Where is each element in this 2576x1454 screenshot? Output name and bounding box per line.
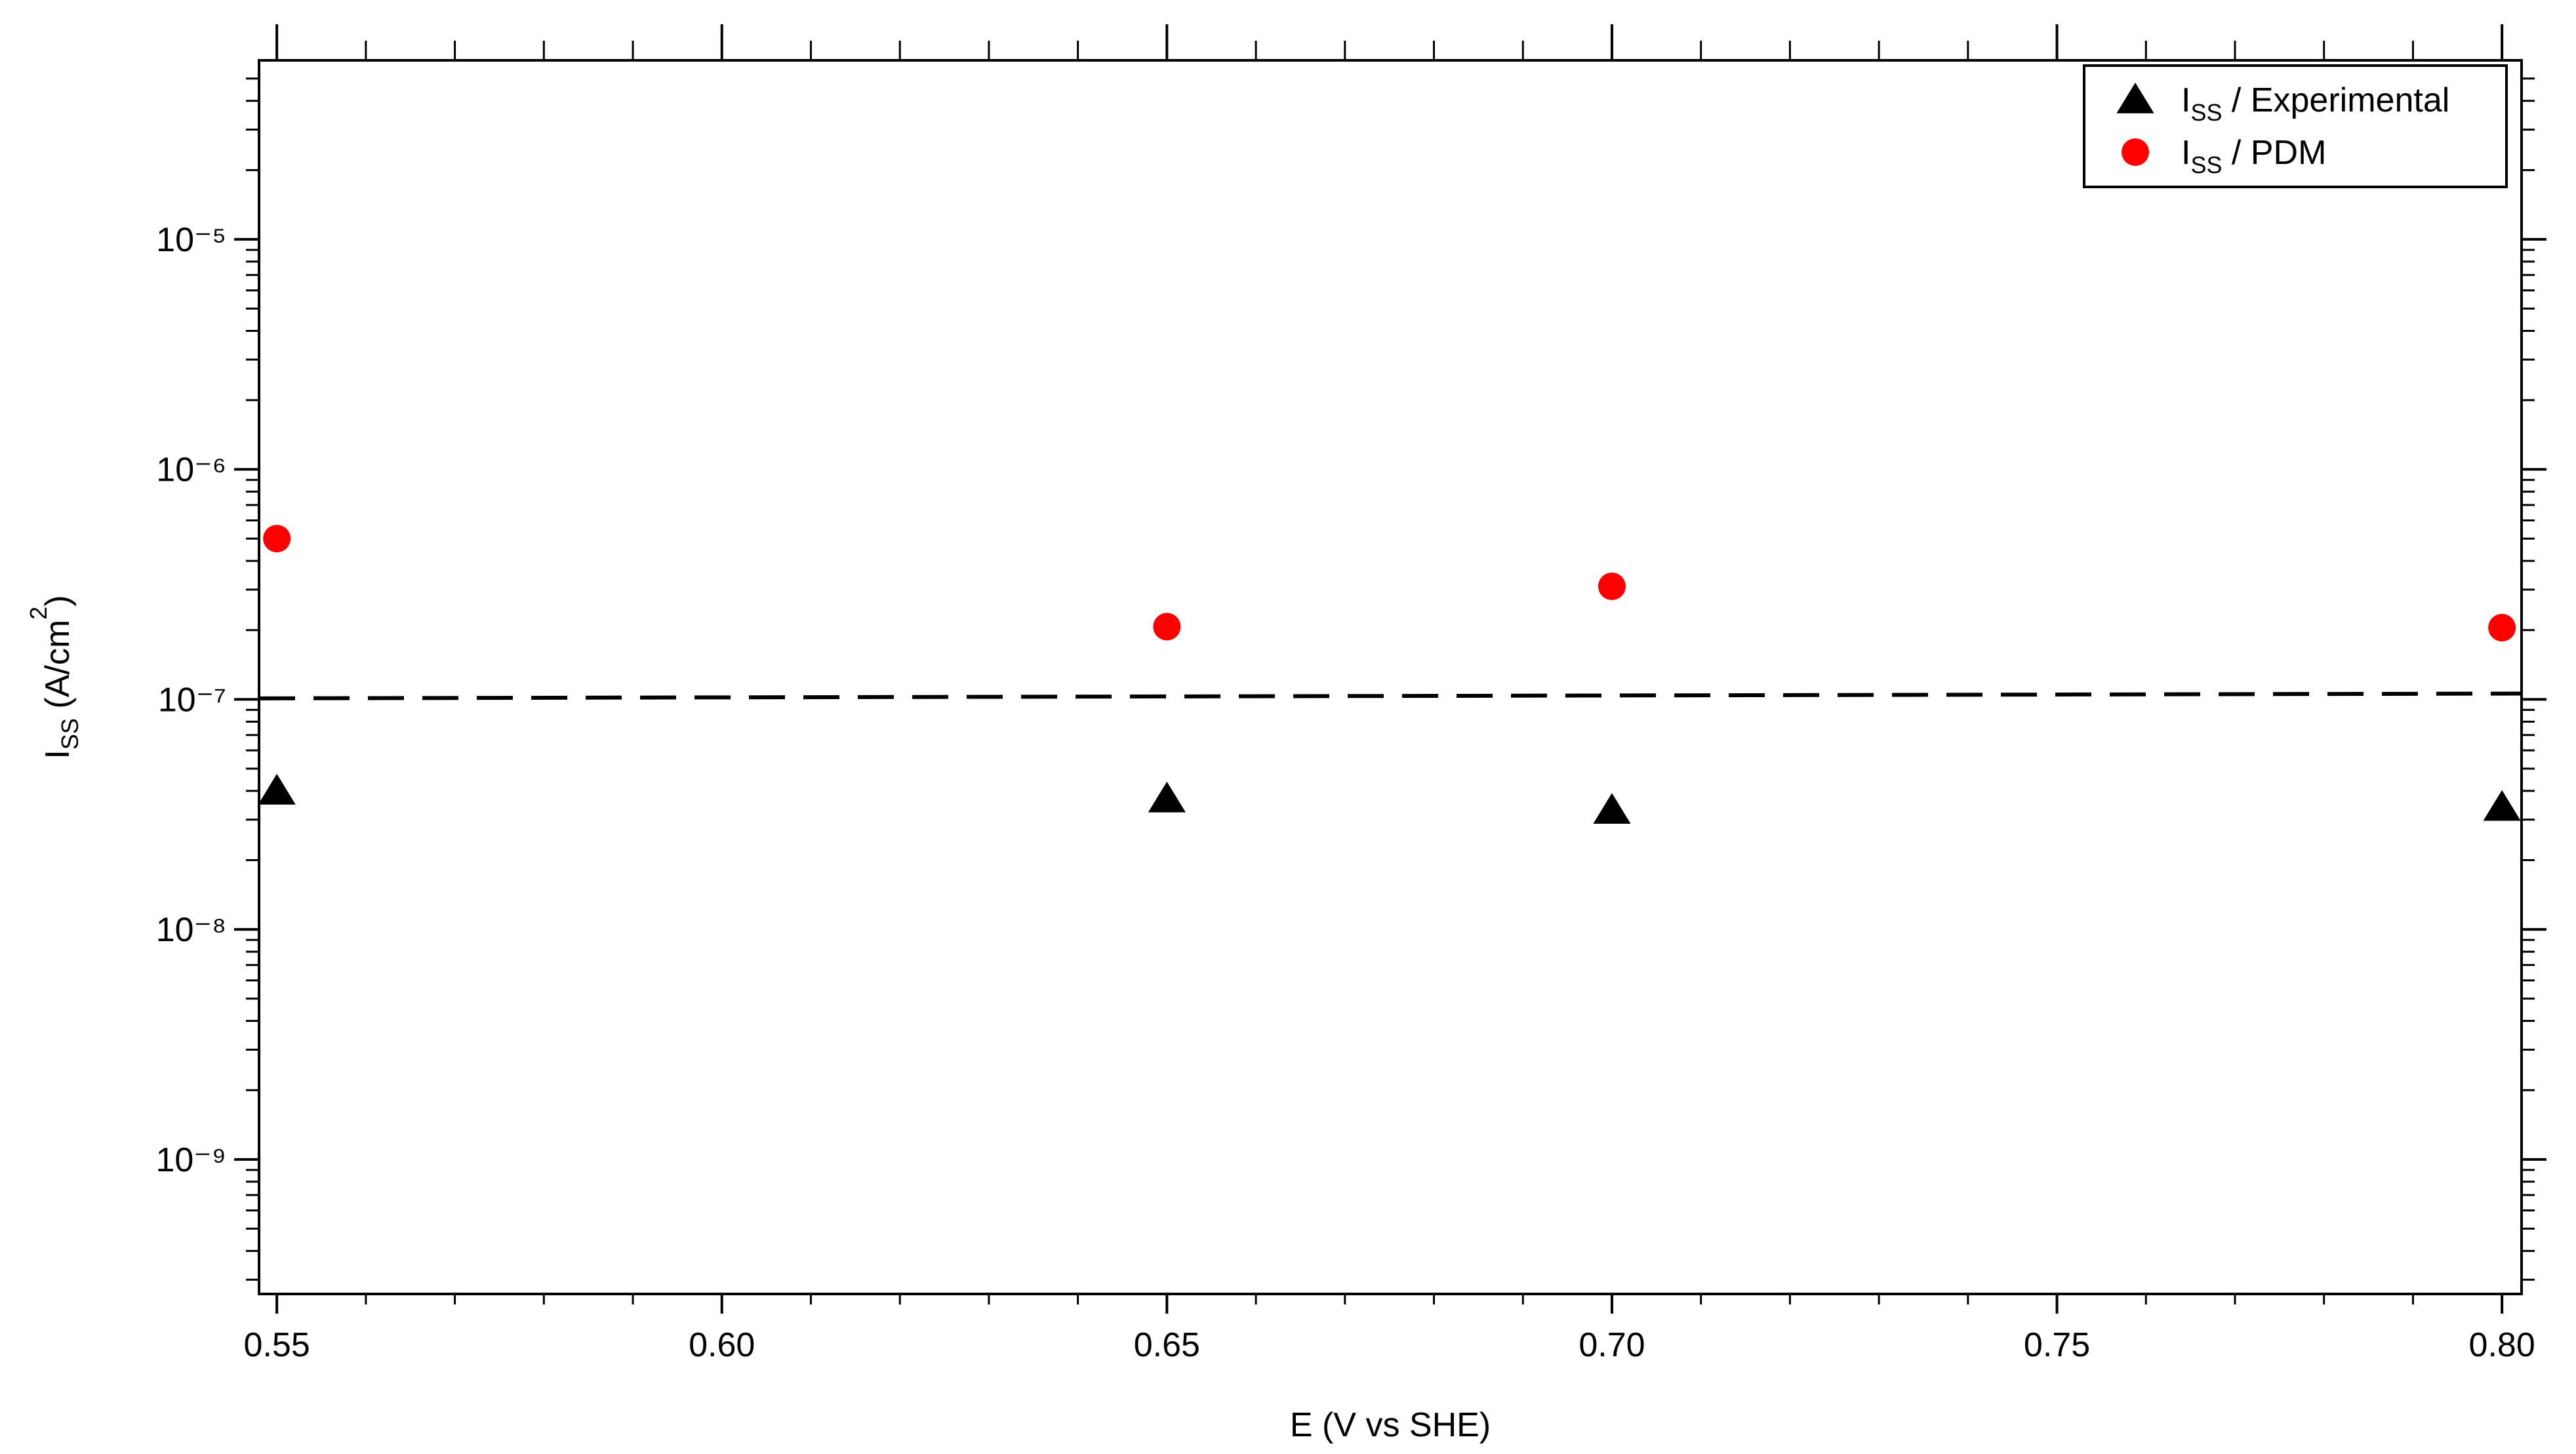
x-tick-label: 0.70 <box>1579 1326 1645 1364</box>
x-tick-label: 0.60 <box>689 1326 755 1364</box>
y-axis-label-part: I <box>39 750 77 759</box>
legend-label-part: SS <box>2190 99 2222 126</box>
legend-label-part: / Experimental <box>2222 81 2449 119</box>
marker-circle <box>1153 613 1181 641</box>
legend-label-part: I <box>2181 134 2190 172</box>
x-tick-label: 0.65 <box>1134 1326 1200 1364</box>
y-tick-label: 10⁻⁶ <box>156 451 226 489</box>
marker-circle <box>2122 138 2149 166</box>
y-axis-label-part: ) <box>39 595 77 606</box>
marker-triangle <box>258 773 296 805</box>
reference-line <box>258 691 2522 700</box>
x-axis-label: E (V vs SHE) <box>1290 1406 1491 1444</box>
marker-triangle <box>2116 83 2154 113</box>
x-tick-label: 0.75 <box>2024 1326 2090 1364</box>
marker-circle <box>263 525 291 553</box>
legend-label-part: I <box>2181 81 2190 119</box>
marker-triangle <box>2483 790 2521 821</box>
legend-label-part: / PDM <box>2222 134 2326 172</box>
y-axis-label-part: 2 <box>25 607 52 620</box>
x-tick-label: 0.80 <box>2469 1326 2535 1364</box>
y-tick-label: 10⁻⁹ <box>155 1141 226 1179</box>
marker-circle <box>1598 573 1626 601</box>
marker-triangle <box>1593 793 1631 824</box>
y-axis-label-part: SS <box>56 718 83 750</box>
y-tick-label: 10⁻⁸ <box>156 911 226 949</box>
legend-label: ISS / PDM <box>2181 134 2326 178</box>
x-tick-label: 0.55 <box>244 1326 310 1364</box>
y-axis-label-part: (A/cm <box>39 620 77 718</box>
marker-triangle <box>1148 781 1186 813</box>
legend-box <box>2083 64 2508 188</box>
legend-label-part: SS <box>2190 151 2222 178</box>
y-axis-label: ISS (A/cm2) <box>25 595 83 759</box>
marker-circle <box>2488 614 2516 642</box>
legend-label: ISS / Experimental <box>2181 81 2449 126</box>
plot-frame <box>258 59 2523 1295</box>
y-tick-label: 10⁻⁷ <box>158 681 226 719</box>
y-tick-label: 10⁻⁵ <box>156 221 226 259</box>
